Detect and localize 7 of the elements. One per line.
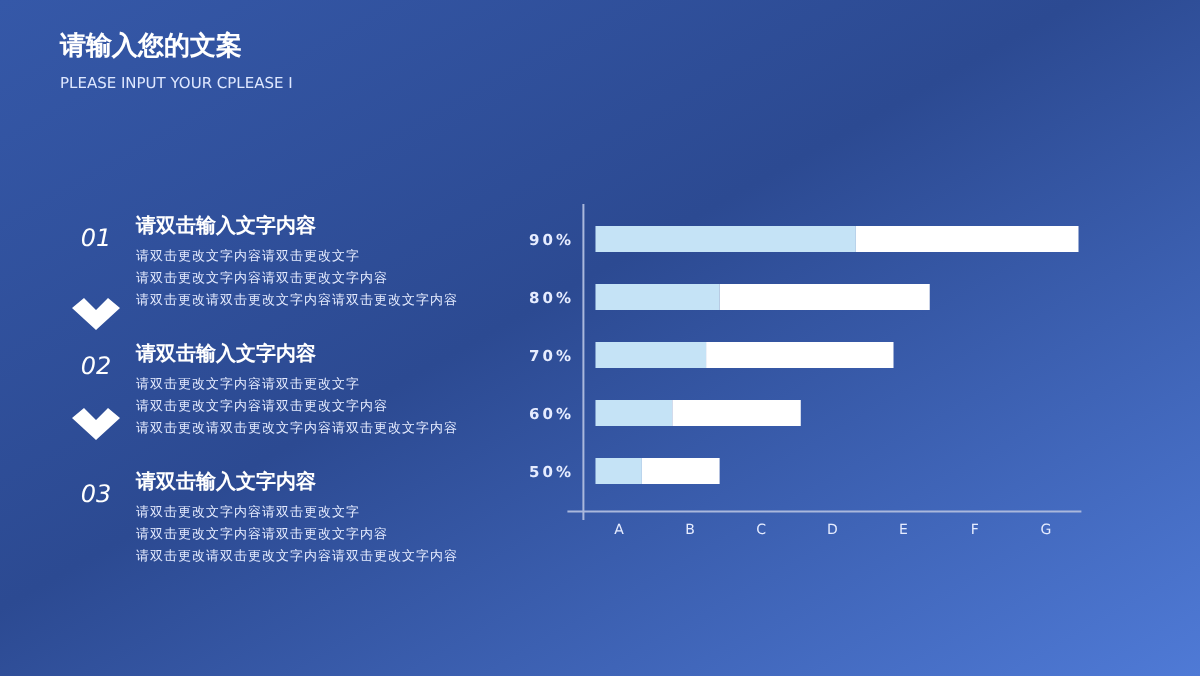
text: 请输入您的文案 [58,30,242,62]
text: 请双击输入文字内容 [134,342,316,366]
text: 请双击输入文字内容 [134,214,316,238]
text: 请双击输入文字内容 [134,470,316,494]
text: 02 [80,352,112,380]
text: 01 [80,224,112,252]
text: 03 [80,480,112,508]
